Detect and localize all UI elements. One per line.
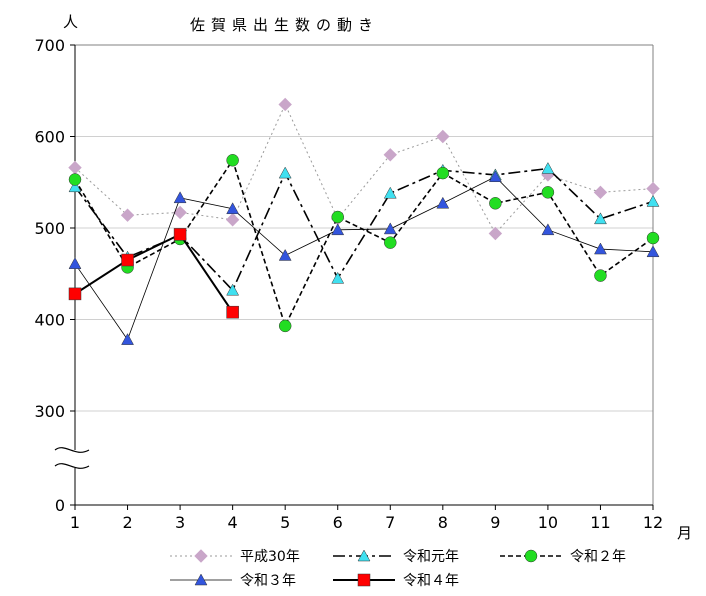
y-tick-label: 300 [34,402,65,421]
data-point-series-4 [383,222,397,235]
y-tick-label: 0 [55,496,65,515]
data-point-series-2 [226,283,240,296]
data-point-series-3 [384,236,397,249]
axis-break-mark [54,447,90,453]
data-point-series-1 [646,181,660,196]
data-point-series-5 [226,305,239,319]
data-point-series-4 [541,223,555,236]
data-point-series-2 [541,162,555,174]
data-point-series-3 [226,154,239,167]
legend-marker-1 [194,549,208,563]
plot-area [75,45,653,505]
data-point-series-3 [278,319,292,333]
data-point-series-4 [121,333,134,345]
legend-label-4: 令和３年 [240,573,296,589]
legend-marker-4 [194,573,208,586]
data-point-series-1 [225,213,240,227]
data-point-series-3 [489,197,502,210]
data-point-series-2 [331,271,345,284]
x-tick-label: 10 [538,513,558,532]
x-tick-label: 1 [70,513,80,532]
y-tick-label: 500 [34,219,65,238]
x-tick-label: 7 [385,513,395,532]
x-tick-label: 6 [333,513,343,532]
data-point-series-4 [594,242,607,255]
x-tick-label: 12 [643,513,663,532]
legend-label-1: 平成30年 [240,549,300,565]
data-point-series-2 [383,186,397,199]
series-line-5 [74,233,234,313]
data-point-series-2 [278,166,292,179]
legend-marker-3 [524,549,538,563]
data-point-series-3 [331,210,344,224]
data-point-series-1 [278,97,292,112]
legend-marker-2 [357,549,371,562]
series-line-2 [74,167,654,292]
data-point-series-5 [173,228,187,241]
data-point-series-1 [173,205,187,220]
data-point-series-4 [331,223,345,236]
legend-label-2: 令和元年 [403,549,459,565]
data-point-series-3 [594,269,607,282]
axis-break-mark [54,463,90,469]
x-tick-label: 4 [228,513,238,532]
series-line-4 [74,176,654,341]
data-point-series-2 [594,212,607,225]
y-tick-label: 600 [34,128,65,147]
x-tick-label: 8 [438,513,448,532]
x-tick-label: 2 [122,513,132,532]
data-point-series-1 [488,226,503,241]
series-line-3 [74,158,654,329]
data-point-series-4 [68,257,82,269]
data-point-series-3 [541,186,555,199]
data-point-series-4 [488,170,502,183]
data-point-series-4 [646,245,660,258]
x-tick-label: 9 [490,513,500,532]
x-tick-label: 11 [590,513,610,532]
legend-label-3: 令和２年 [570,549,626,565]
data-point-series-4 [436,196,450,209]
data-point-series-4 [173,191,187,204]
data-point-series-4 [226,202,240,215]
x-axis-unit-label: 月 [677,524,692,542]
y-tick-label: 400 [34,311,65,330]
data-point-series-5 [121,253,134,267]
legend-marker-5 [357,573,371,587]
chart-title: 佐賀県出生数の動き [190,16,379,34]
axis-break-gap [55,450,91,468]
data-point-series-1 [383,148,397,162]
data-point-series-1 [436,129,450,144]
data-point-series-2 [646,194,660,207]
data-point-series-3 [646,231,660,245]
legend-label-5: 令和４年 [403,573,459,589]
x-tick-label: 3 [175,513,185,532]
y-tick-label: 700 [34,36,65,55]
x-tick-label: 5 [280,513,290,532]
data-point-series-5 [68,287,82,301]
data-point-series-4 [278,248,292,261]
y-axis-unit-label: 人 [63,13,78,31]
data-point-series-2 [68,180,82,193]
data-point-series-3 [68,173,82,186]
data-point-series-1 [120,208,135,222]
data-point-series-1 [593,185,608,200]
data-point-series-3 [436,166,450,180]
